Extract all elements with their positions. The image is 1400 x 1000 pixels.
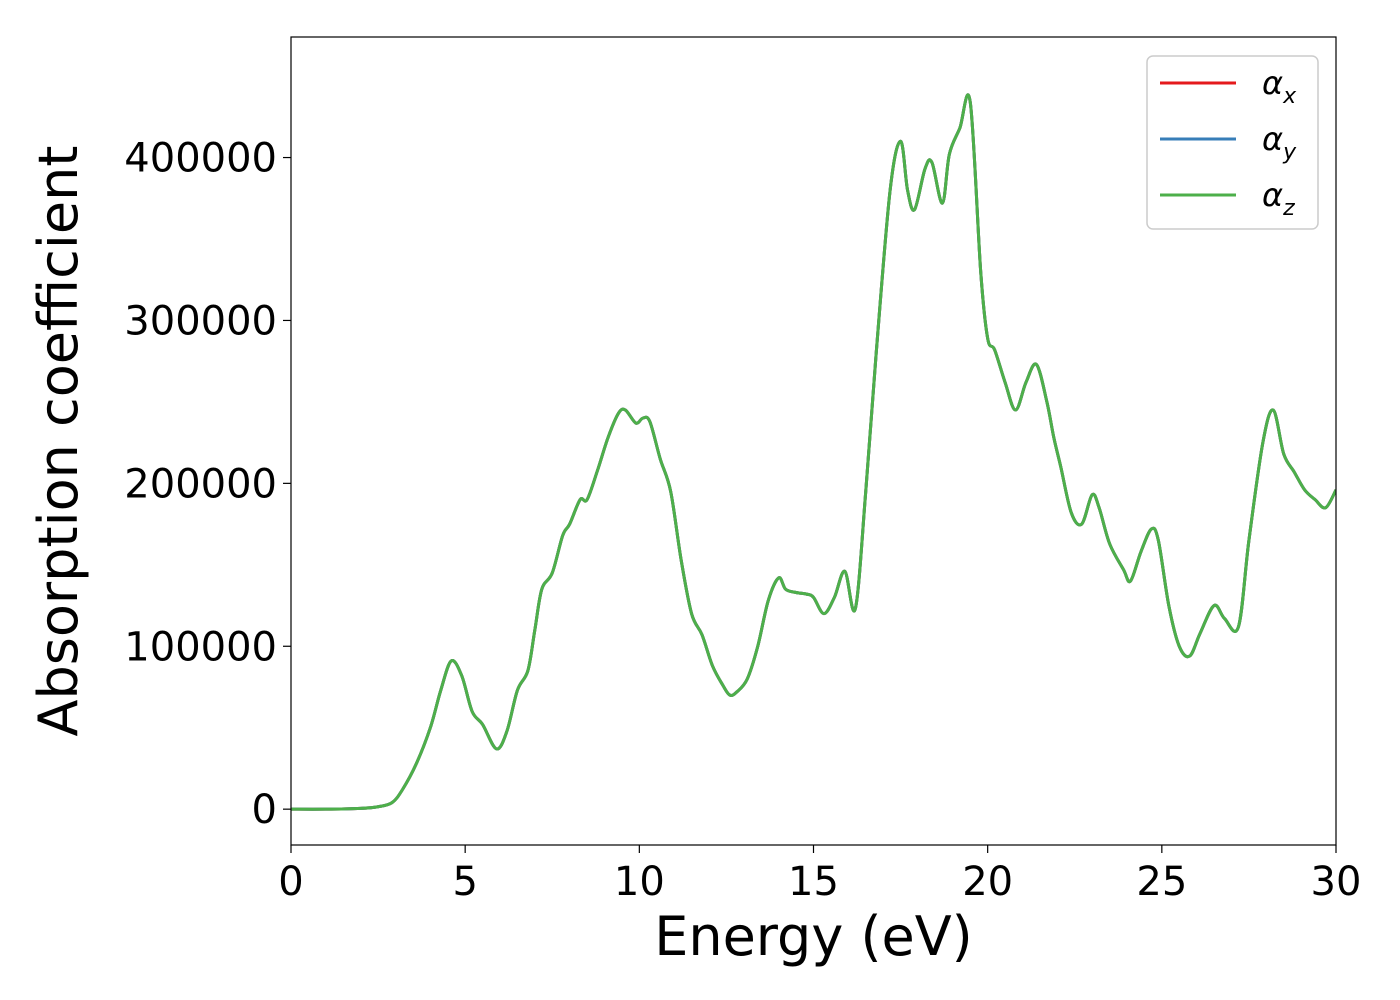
legend-label-alpha-x: αx [1262,64,1297,109]
x-tick-label: 25 [1136,859,1187,905]
x-tick-label: 15 [788,859,839,905]
x-tick-label: 0 [278,859,303,905]
series-line-alpha-z [291,93,1336,811]
x-tick-label: 20 [962,859,1013,905]
y-tick-label: 300000 [124,298,277,344]
x-axis-label: Energy (eV) [654,905,973,968]
legend: αx αy αz [1146,55,1319,230]
plot-lines [291,93,1336,811]
x-axis-ticks: 0 5 10 15 20 25 30 [278,845,1361,905]
x-tick-label: 5 [452,859,477,905]
legend-box [1146,55,1319,230]
y-tick-label: 200000 [124,461,277,507]
x-tick-label: 10 [614,859,665,905]
x-tick-label: 30 [1311,859,1362,905]
y-axis-ticks: 0 100000 200000 300000 400000 [124,136,291,833]
y-tick-label: 0 [252,787,277,833]
y-tick-label: 400000 [124,136,277,182]
y-axis-label: Absorption coefficient [27,146,90,737]
y-tick-label: 100000 [124,624,277,670]
legend-label-alpha-z: αz [1262,176,1295,221]
legend-label-alpha-y: αy [1262,120,1297,165]
